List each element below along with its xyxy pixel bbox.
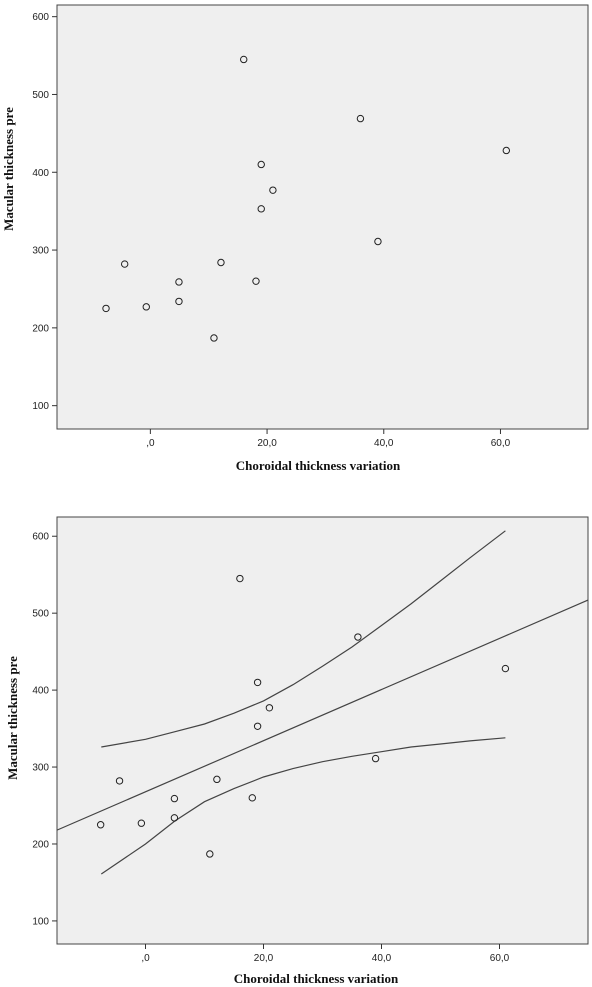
data-point-top-10 bbox=[257, 205, 265, 213]
ticks-top: ,0 20,0 40,0 60,0 100 200 300 400 500 600 bbox=[32, 12, 510, 449]
y-tick-label-bottom-2: 300 bbox=[32, 763, 49, 774]
data-point-bottom-6 bbox=[213, 775, 221, 784]
points-top bbox=[102, 55, 511, 342]
data-point-bottom-2 bbox=[137, 819, 146, 827]
data-point-bottom-12 bbox=[354, 633, 362, 641]
chart-top: ,0 20,0 40,0 60,0 100 200 300 400 500 600 Choroid… bbox=[1, 4, 589, 473]
y-tick-label-bottom-3: 400 bbox=[32, 686, 49, 697]
data-point-bottom-13 bbox=[371, 754, 380, 763]
plot-area-top bbox=[56, 4, 589, 430]
fit-line-bottom bbox=[56, 599, 589, 831]
data-point-top-1 bbox=[120, 260, 129, 268]
data-point-top-7 bbox=[240, 55, 248, 64]
data-point-top-3 bbox=[175, 278, 183, 286]
confidence-band-bottom bbox=[100, 530, 506, 875]
data-point-bottom-14 bbox=[501, 664, 510, 673]
y-axis-title-top: Macular thickness pre bbox=[1, 107, 16, 231]
x-tick-label-top-3: 60,0 bbox=[491, 438, 511, 449]
x-tick-label-top-0: ,0 bbox=[146, 438, 155, 449]
points-bottom bbox=[96, 574, 510, 858]
confidence-upper-bottom bbox=[101, 530, 506, 748]
x-axis-title-top: Choroidal thickness variation bbox=[236, 458, 401, 473]
y-tick-label-bottom-5: 600 bbox=[32, 532, 49, 543]
data-point-top-12 bbox=[356, 114, 365, 123]
regression-line-bottom bbox=[56, 599, 589, 831]
y-tick-label-top-5: 600 bbox=[32, 12, 49, 23]
data-point-top-4 bbox=[175, 297, 183, 306]
x-tick-label-bottom-1: 20,0 bbox=[254, 953, 274, 964]
data-point-bottom-1 bbox=[115, 777, 124, 785]
data-point-top-8 bbox=[252, 277, 260, 285]
x-tick-label-bottom-3: 60,0 bbox=[490, 953, 510, 964]
data-point-bottom-9 bbox=[253, 678, 262, 687]
y-tick-label-top-4: 500 bbox=[32, 90, 49, 101]
y-tick-label-top-1: 200 bbox=[32, 323, 49, 334]
data-point-top-6 bbox=[217, 258, 225, 267]
y-axis-title-bottom: Macular thickness pre bbox=[5, 656, 20, 780]
x-tick-label-bottom-2: 40,0 bbox=[372, 953, 392, 964]
data-point-bottom-5 bbox=[206, 850, 214, 858]
y-tick-label-bottom-0: 100 bbox=[32, 916, 49, 927]
y-tick-label-top-2: 300 bbox=[32, 246, 49, 257]
data-point-top-11 bbox=[269, 186, 277, 194]
y-tick-label-bottom-1: 200 bbox=[32, 839, 49, 850]
x-tick-label-top-1: 20,0 bbox=[257, 438, 277, 449]
data-point-bottom-10 bbox=[253, 722, 262, 730]
y-tick-label-top-3: 400 bbox=[32, 168, 49, 179]
data-point-bottom-7 bbox=[236, 574, 244, 583]
x-tick-label-top-2: 40,0 bbox=[374, 438, 394, 449]
x-tick-label-bottom-0: ,0 bbox=[141, 953, 150, 964]
data-point-top-2 bbox=[142, 303, 150, 311]
data-point-top-13 bbox=[374, 237, 382, 246]
y-tick-label-bottom-4: 500 bbox=[32, 609, 49, 620]
y-tick-label-top-0: 100 bbox=[32, 401, 49, 412]
confidence-lower-bottom bbox=[100, 737, 506, 875]
data-point-top-9 bbox=[257, 160, 265, 169]
data-point-top-14 bbox=[502, 146, 511, 155]
data-point-bottom-11 bbox=[265, 704, 274, 712]
x-axis-title-bottom: Choroidal thickness variation bbox=[234, 971, 399, 986]
data-point-top-5 bbox=[210, 334, 218, 342]
data-point-bottom-3 bbox=[170, 794, 179, 803]
chart-bottom: ,0 20,0 40,0 60,0 100 200 300 400 500 600 Choroid… bbox=[5, 516, 589, 986]
data-point-bottom-0 bbox=[96, 821, 105, 829]
data-point-bottom-8 bbox=[248, 794, 256, 802]
ticks-bottom: ,0 20,0 40,0 60,0 100 200 300 400 500 600 bbox=[32, 532, 509, 964]
data-point-bottom-4 bbox=[170, 814, 179, 822]
data-point-top-0 bbox=[102, 304, 110, 313]
plot-area-bottom bbox=[56, 516, 589, 945]
